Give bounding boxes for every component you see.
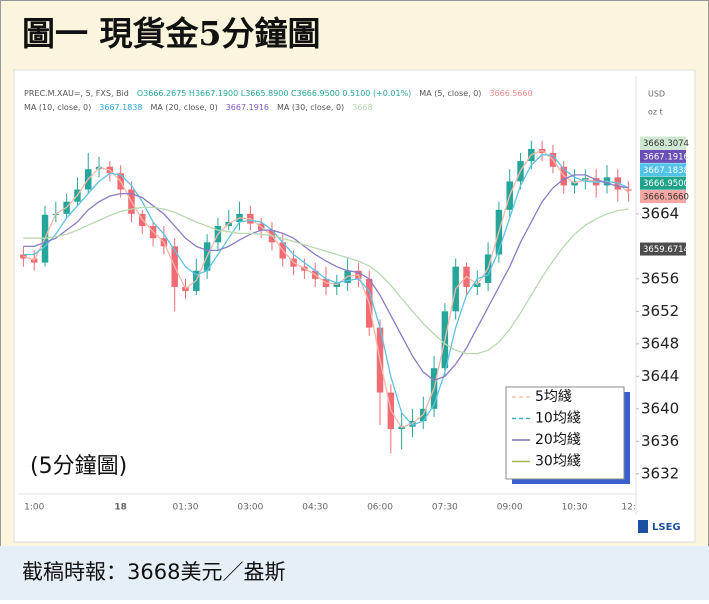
x-tick-label: 09:00 (497, 503, 523, 513)
ma-line (23, 206, 629, 355)
price-tag (640, 190, 686, 204)
price-tag (640, 163, 686, 177)
y-tick-label: 3664 (641, 204, 679, 222)
x-tick-label: 12: (621, 503, 635, 513)
price-tag-label: 3666.9500 (643, 179, 689, 189)
unit-label: oz t (648, 108, 663, 117)
x-tick-label: 18 (114, 503, 127, 513)
info-item: O3666.2675 H3667.1900 L3665.8900 C3666.9… (137, 89, 411, 98)
price-tag (640, 242, 686, 256)
legend-label: 10均綫 (535, 411, 581, 427)
info-item: MA (20, close, 0) (150, 103, 217, 112)
price-tag-label: 3667.1838 (643, 166, 689, 176)
brand: LSEG (652, 522, 681, 533)
price-tag-label: 3659.6714 (643, 245, 689, 255)
annotation: (5分鐘圖) (30, 454, 127, 479)
y-tick-label: 3632 (641, 464, 679, 482)
price-tag-label: 3667.1916 (643, 152, 689, 162)
x-tick-label: 06:00 (367, 503, 393, 513)
legend-label: 30均綫 (535, 454, 581, 470)
info-item: 3667.1916 (226, 103, 269, 112)
legend-label: 20均綫 (535, 432, 581, 448)
y-tick-label: 3652 (641, 302, 679, 320)
price-tag-label: 3666.5660 (643, 193, 689, 203)
y-tick-label: 3648 (641, 334, 679, 352)
y-tick-label: 3636 (641, 432, 679, 450)
info-line: MA (10, close, 0) 3667.1838 MA (20, close,… (24, 103, 373, 112)
y-tick-label: 3640 (641, 399, 679, 417)
price-tag (640, 176, 686, 190)
info-item: 3668 (352, 103, 372, 112)
footer-band (0, 546, 709, 600)
info-line: PREC.M.XAU=, 5, FXS, Bid O3666.2675 H3667… (24, 89, 533, 98)
info-item: MA (10, close, 0) (24, 103, 91, 112)
x-tick-label: 03:00 (237, 503, 263, 513)
price-tag-label: 3668.3074 (643, 139, 689, 149)
info-item: 3666.5660 (489, 89, 532, 98)
info-item: PREC.M.XAU=, 5, FXS, Bid (24, 89, 129, 98)
candle-body (625, 189, 632, 191)
info-item: MA (5, close, 0) (419, 89, 481, 98)
legend-box (505, 386, 625, 480)
ma-line (23, 174, 629, 382)
info-item: 3667.1838 (99, 103, 142, 112)
y-tick-label: 3656 (641, 269, 679, 287)
y-tick-label: 3644 (641, 367, 679, 385)
x-tick-label: 1:00 (24, 503, 44, 513)
price-tag (640, 149, 686, 163)
page-title: 圖一 現貨金5分鐘圖 (22, 14, 320, 53)
legend: 5均綫 10均綫 20均綫 30均綫 (505, 386, 630, 484)
price-tag (640, 136, 686, 150)
x-tick-label: 10:30 (562, 503, 588, 513)
unit-label: USD (648, 90, 665, 99)
ma-line (23, 149, 630, 429)
info-item: MA (30, close, 0) (277, 103, 344, 112)
x-tick-label: 01:30 (173, 503, 199, 513)
x-tick-label: 04:30 (302, 503, 328, 513)
ma-line (23, 153, 629, 426)
footer-text: 截稿時報：3668美元／盎斯 (22, 560, 285, 584)
brand-logo (638, 520, 648, 533)
legend-label: 5均綫 (535, 389, 572, 405)
x-tick-label: 07:30 (432, 503, 458, 513)
